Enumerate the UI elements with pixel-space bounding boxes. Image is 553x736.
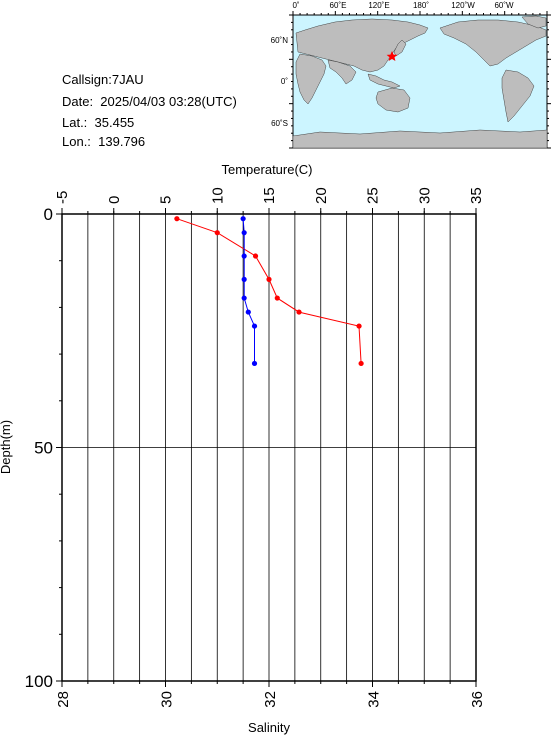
map-tick-lon-0: 0˚ — [292, 1, 299, 10]
salinity-data-point — [245, 309, 251, 315]
map-tick-lon-180: 180˚ — [413, 1, 429, 10]
depth-tick-label: 100 — [25, 672, 53, 691]
station-star-icon — [386, 51, 398, 61]
map-tick-lat-0: 0˚ — [281, 77, 288, 86]
callsign-text: Callsign:7JAU — [62, 72, 144, 87]
salinity-data-point — [241, 276, 247, 282]
date-text: Date: 2025/04/03 03:28(UTC) — [62, 94, 237, 109]
map-land — [292, 15, 548, 149]
depth-axis-ticks: 0 50 100 — [25, 205, 62, 691]
map-tick-lat-60n: 60˚N — [271, 36, 289, 45]
depth-tick-label: 0 — [44, 205, 53, 224]
land-eurasia — [295, 18, 429, 73]
map-tick-lon-60w: 60˚W — [494, 1, 514, 10]
salinity-data-point — [251, 323, 258, 329]
temperature-tick-label: 35 — [468, 187, 485, 204]
salinity-axis-title: Salinity — [248, 720, 290, 735]
temperature-data-point — [266, 276, 272, 282]
map-tick-lon-120e: 120˚E — [368, 1, 389, 10]
temperature-data-point — [358, 360, 364, 367]
longitude-text: Lon.: 139.796 — [62, 134, 146, 149]
map-tick-lon-60e: 60˚E — [330, 1, 347, 10]
salinity-data-point — [251, 360, 258, 367]
temperature-tick-label: 30 — [416, 187, 433, 204]
temperature-profile-line — [176, 218, 362, 364]
temperature-data-point — [296, 309, 302, 315]
salinity-tick-label: 28 — [55, 691, 72, 708]
map-frame-ticks — [289, 11, 551, 149]
salinity-data-point — [241, 253, 247, 259]
temperature-tick-label: 15 — [261, 187, 278, 204]
land-south-america — [501, 69, 535, 123]
land-north-america — [439, 19, 547, 67]
temperature-data-point — [214, 230, 220, 236]
temperature-data-point — [274, 295, 280, 301]
temperature-data-point — [252, 253, 259, 259]
depth-tick-label: 50 — [34, 439, 53, 458]
salinity-data-point — [241, 230, 247, 236]
salinity-tick-label: 32 — [262, 691, 279, 708]
data-series — [174, 216, 364, 367]
salinity-data-point — [240, 216, 246, 222]
temperature-tick-label: 25 — [365, 187, 382, 204]
temperature-axis-ticks: -5 0 5 10 15 20 25 30 35 — [54, 187, 485, 214]
temperature-data-point — [174, 216, 180, 222]
temperature-tick-label: 5 — [158, 196, 175, 204]
land-south-asia — [327, 59, 357, 85]
salinity-axis-ticks: 28 30 32 34 36 — [55, 681, 486, 708]
salinity-data-point — [241, 295, 247, 301]
temperature-tick-label: 0 — [106, 196, 123, 204]
land-antarctica — [292, 129, 548, 149]
land-maritime-se-asia — [367, 73, 401, 89]
land-australia — [375, 87, 411, 113]
salinity-tick-label: 34 — [366, 691, 383, 708]
land-japan — [393, 39, 407, 57]
salinity-tick-label: 36 — [469, 691, 486, 708]
map-tick-lon-120w: 120˚W — [451, 1, 475, 10]
map-tick-lat-60s: 60˚S — [271, 119, 288, 128]
grid-lines — [62, 214, 476, 681]
temperature-data-point — [356, 323, 362, 329]
temperature-tick-label: 10 — [209, 187, 226, 204]
land-greenland — [521, 15, 547, 29]
temperature-tick-label: -5 — [54, 191, 71, 204]
temperature-axis-title: Temperature(C) — [221, 162, 312, 177]
salinity-tick-label: 30 — [159, 691, 176, 708]
depth-axis-title: Depth(m) — [0, 420, 13, 474]
world-map: 0˚ 60˚E 120˚E 180˚ 120˚W 60˚W 60˚N 0˚ 60… — [271, 1, 551, 149]
latitude-text: Lat.: 35.455 — [62, 115, 135, 130]
land-africa — [295, 53, 327, 105]
temperature-tick-label: 20 — [313, 187, 330, 204]
